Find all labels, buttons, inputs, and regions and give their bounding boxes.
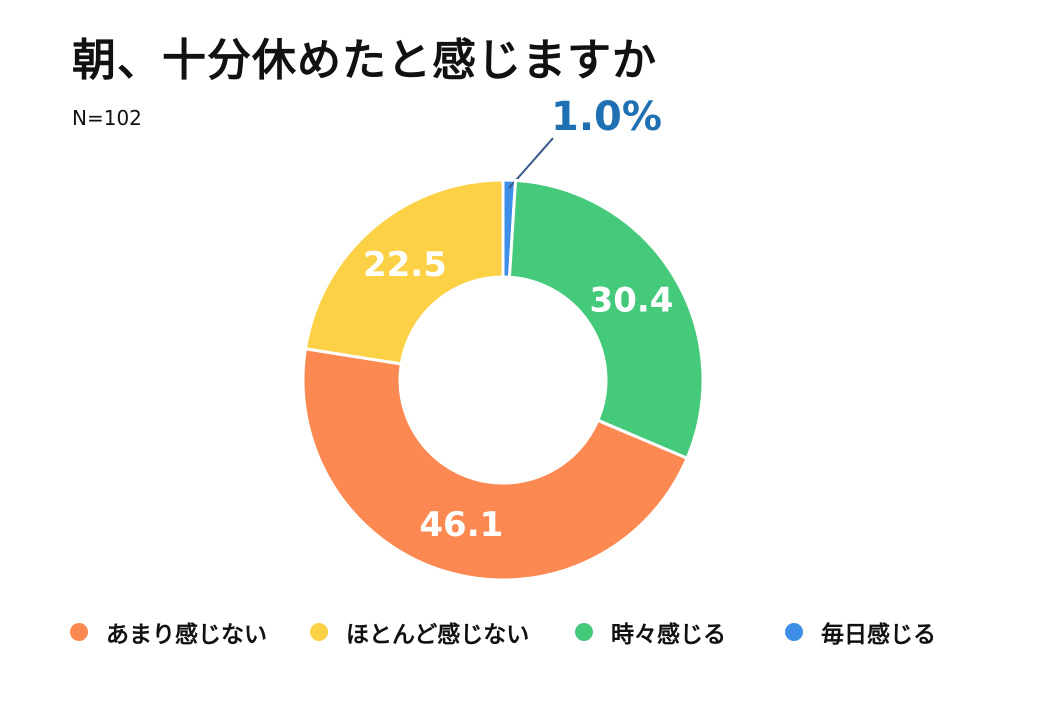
legend-label-hardly: ほとんど感じない <box>346 622 530 648</box>
legend-swatch-sometimes <box>575 623 593 641</box>
sample-size-label: N=102 <box>72 106 142 130</box>
legend-swatch-rarely <box>70 623 88 641</box>
data-label-sometimes: 30.4 <box>590 281 674 321</box>
legend-swatch-daily <box>785 623 803 641</box>
legend-item-hardly: ほとんど感じない <box>310 612 529 652</box>
data-label-daily: 1.0% <box>551 94 662 140</box>
data-label-hardly: 22.5 <box>363 245 447 285</box>
slice-rarely <box>301 346 690 582</box>
data-label-rarely: 46.1 <box>419 505 503 545</box>
legend-label-rarely: あまり感じない <box>106 622 267 648</box>
legend-item-daily: 毎日感じる <box>785 612 936 652</box>
donut-chart: 1.0% 30.4 46.1 22.5 <box>301 94 705 582</box>
chart-title: 朝、十分休めたと感じますか <box>72 35 657 86</box>
legend-item-sometimes: 時々感じる <box>575 612 726 652</box>
legend-label-sometimes: 時々感じる <box>611 622 726 648</box>
chart-legend: あまり感じない ほとんど感じない 時々感じる 毎日感じる <box>70 612 990 652</box>
legend-label-daily: 毎日感じる <box>821 622 936 648</box>
slice-sometimes <box>507 178 705 461</box>
legend-swatch-hardly <box>310 623 328 641</box>
legend-item-rarely: あまり感じない <box>70 612 267 652</box>
slice-hardly <box>303 178 505 366</box>
